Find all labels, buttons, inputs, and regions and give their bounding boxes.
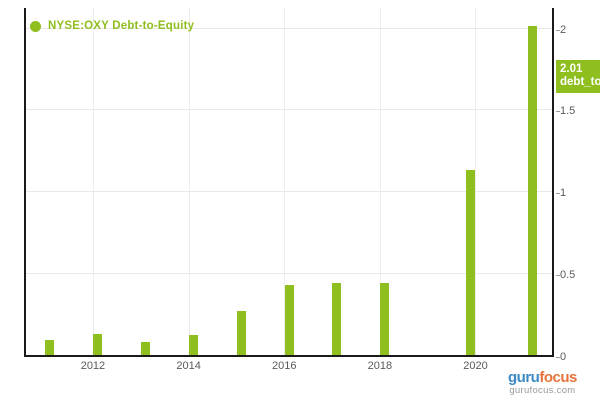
bar[interactable]: [45, 340, 55, 355]
chart-legend[interactable]: NYSE:OXY Debt-to-Equity: [30, 20, 194, 32]
bar[interactable]: [528, 26, 538, 355]
x-tick-label: 2012: [80, 360, 106, 372]
x-tick-label: 2018: [367, 360, 393, 372]
bar[interactable]: [93, 333, 103, 355]
legend-marker-icon: [30, 20, 41, 32]
watermark-logo-part2: focus: [539, 369, 577, 386]
y-tick-label: 1.5: [560, 105, 576, 118]
gurufocus-watermark: gurufocus gurufocus.com: [508, 370, 577, 397]
bar[interactable]: [466, 170, 476, 355]
legend-label: NYSE:OXY Debt-to-Equity: [48, 20, 195, 32]
y-tick-label: 1: [560, 187, 567, 200]
bar-series: [26, 8, 552, 355]
callout-value: 2.01: [560, 63, 583, 75]
y-tick-label: 0.5: [560, 269, 576, 282]
watermark-logo-part1: guru: [508, 369, 540, 386]
bar[interactable]: [380, 282, 390, 355]
watermark-domain: gurufocus.com: [509, 385, 576, 396]
y-tick-mark: [556, 275, 560, 277]
y-tick-mark: [556, 111, 560, 113]
y-tick-label: 2: [560, 23, 567, 36]
watermark-logo: gurufocus: [508, 370, 577, 385]
callout-series-name: debt_to: [560, 76, 600, 88]
bar[interactable]: [141, 341, 151, 355]
x-axis: 2012 2014 2016 2018 2020: [24, 360, 554, 382]
plot-area: [24, 8, 554, 357]
end-value-callout: 2.01 debt_to: [556, 60, 600, 93]
y-axis: 0 0.5 1 1.5 2: [556, 8, 600, 363]
y-tick-label: 0: [560, 351, 567, 363]
x-tick-label: 2014: [176, 360, 201, 372]
y-tick-mark: [556, 193, 560, 195]
bar[interactable]: [284, 284, 294, 355]
y-tick-mark: [556, 357, 560, 358]
bar[interactable]: [188, 335, 198, 355]
bar[interactable]: [236, 310, 246, 355]
y-tick-mark: [556, 29, 560, 31]
x-tick-label: 2016: [271, 360, 297, 372]
bar[interactable]: [332, 282, 342, 355]
x-tick-label: 2020: [463, 360, 488, 372]
